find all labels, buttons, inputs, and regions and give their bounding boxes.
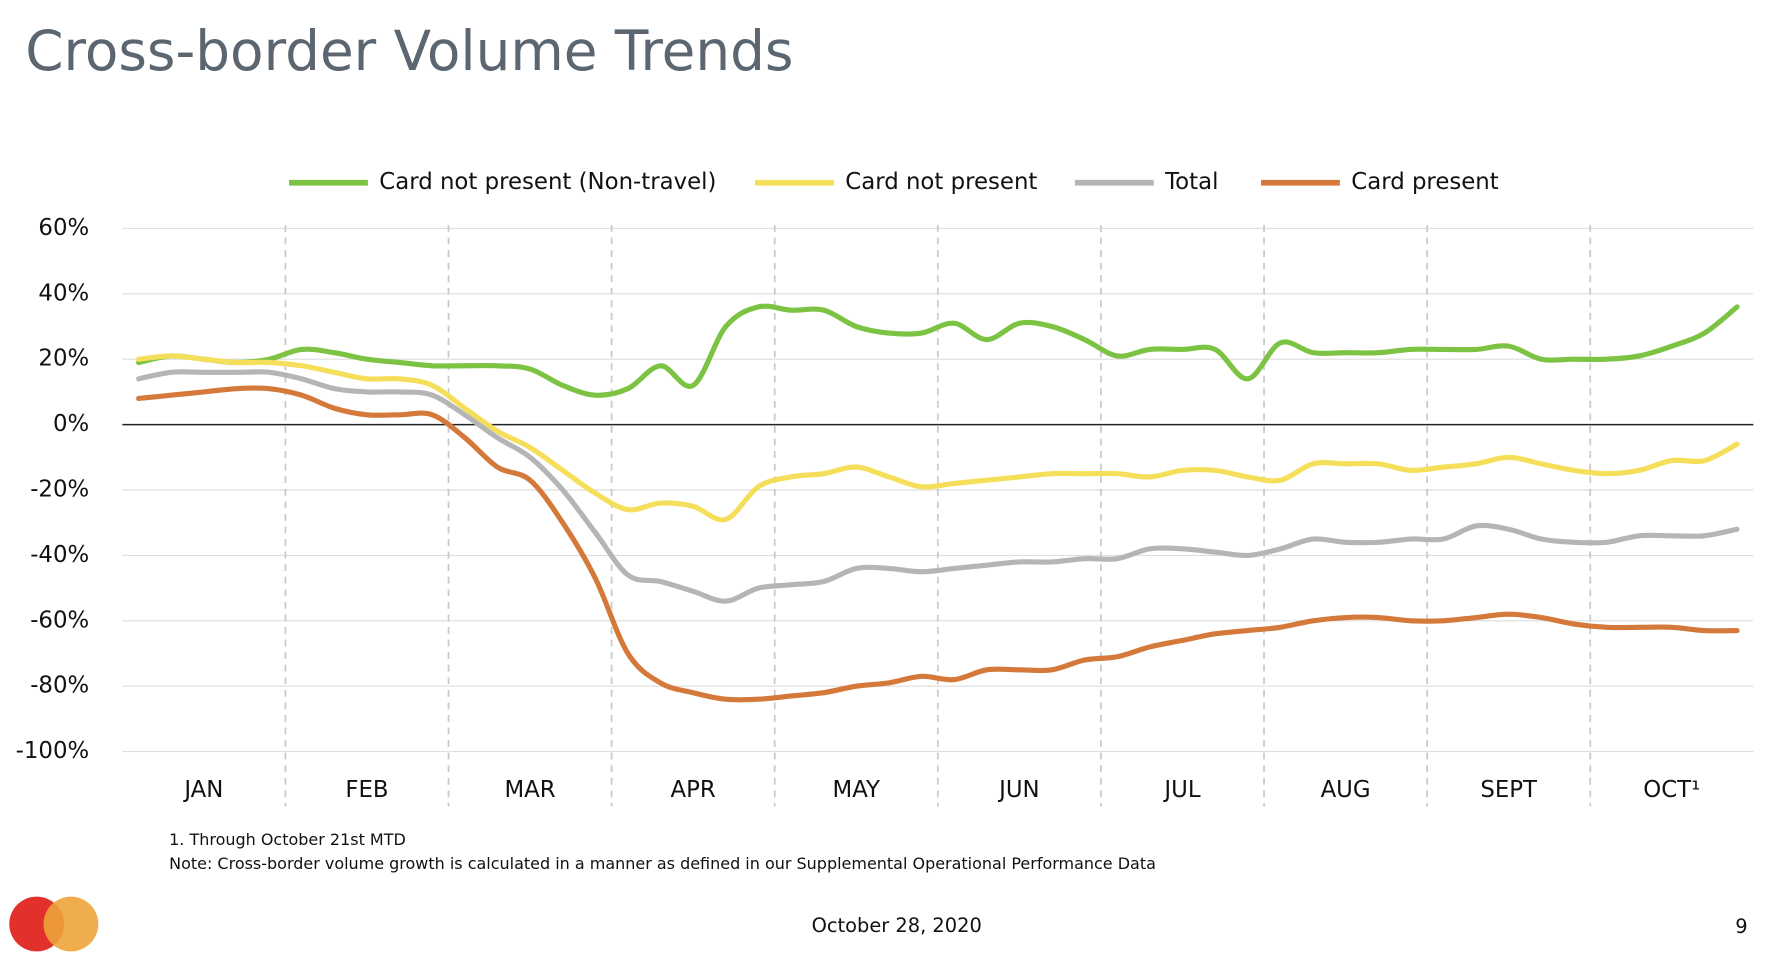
y-tick-label: 60% [38, 215, 89, 241]
legend-label: Card not present (Non-travel) [379, 169, 716, 195]
series-line [136, 369, 1740, 604]
y-tick-label: -20% [30, 476, 89, 502]
x-tick-label: SEPT [1480, 777, 1538, 803]
series-line [136, 353, 1740, 523]
y-tick-label: -60% [30, 607, 89, 633]
x-tick-label: MAR [504, 777, 555, 803]
legend-label: Total [1164, 169, 1218, 195]
x-tick-label: OCT¹ [1643, 777, 1700, 803]
x-tick-label: JUL [1162, 777, 1200, 803]
series-line [136, 385, 1740, 703]
footnote: 1. Through October 21st MTD [169, 830, 406, 849]
x-tick-label: APR [671, 777, 716, 803]
y-tick-label: -80% [30, 673, 89, 699]
x-tick-label: MAY [833, 777, 881, 803]
footnote: Note: Cross-border volume growth is calc… [169, 854, 1156, 873]
logo [9, 896, 99, 952]
page-number: 9 [1735, 915, 1747, 938]
series-line [136, 303, 1740, 398]
y-tick-label: 20% [38, 346, 89, 372]
logo-circle [43, 896, 99, 952]
y-tick-label: 0% [53, 411, 89, 437]
x-tick-label: FEB [345, 777, 388, 803]
date: October 28, 2020 [812, 914, 982, 937]
legend-label: Card not present [845, 169, 1037, 195]
x-tick-label: JAN [182, 777, 223, 803]
legend-label: Card present [1351, 169, 1498, 195]
x-tick-label: AUG [1321, 777, 1371, 803]
y-tick-label: -100% [16, 738, 90, 764]
y-tick-label: 40% [38, 280, 89, 306]
y-tick-label: -40% [30, 542, 89, 568]
chart-title: Cross-border Volume Trends [25, 19, 793, 83]
x-tick-label: JUN [997, 777, 1040, 803]
